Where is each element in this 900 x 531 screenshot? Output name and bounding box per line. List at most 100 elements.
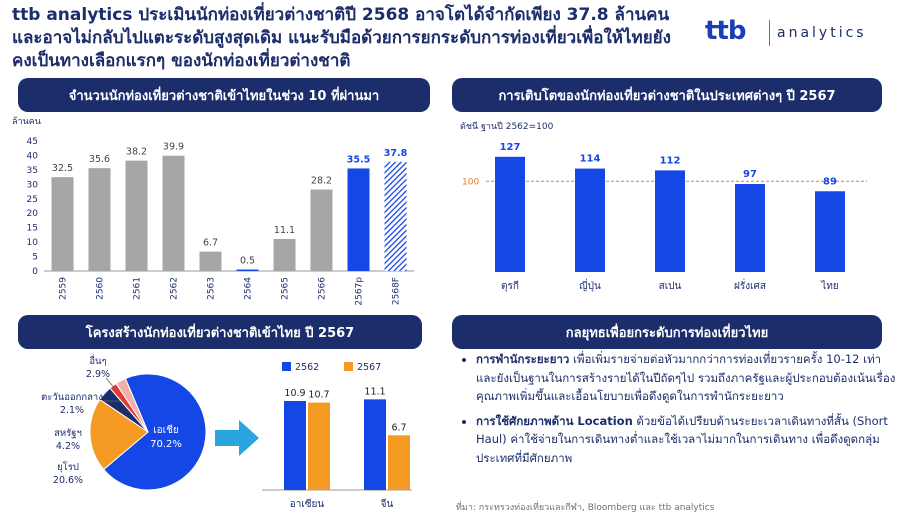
panel-title-growth: การเติบโตของนักท่องเที่ยวต่างชาติในประเท… bbox=[452, 78, 882, 112]
category-label: ฝรั่งเศส bbox=[734, 278, 766, 292]
strategy-item-location: การใช้ศักยภาพด้าน Location ด้วยข้อได้เปร… bbox=[476, 412, 898, 468]
bar bbox=[125, 160, 148, 271]
data-label: 112 bbox=[660, 155, 681, 166]
data-label: 89 bbox=[823, 176, 837, 187]
reference-label: 100 bbox=[462, 177, 479, 187]
bar bbox=[162, 155, 185, 271]
category-label: จีน bbox=[381, 498, 394, 510]
category-label: ญี่ปุ่น bbox=[579, 278, 601, 292]
slice-label: เอเชีย bbox=[153, 424, 179, 436]
bar bbox=[51, 177, 74, 271]
source-note: ที่มา: กระทรวงท่องเที่ยวและกีฬา, Bloombe… bbox=[456, 503, 715, 513]
bar bbox=[236, 269, 259, 271]
y-tick-label: 35 bbox=[27, 166, 38, 176]
data-label: 37.8 bbox=[384, 148, 408, 159]
bar bbox=[308, 402, 330, 490]
y-tick-label: 20 bbox=[27, 209, 39, 219]
logo-product: analytics bbox=[777, 25, 867, 41]
headline: ttb analytics ประเมินนักท่องเที่ยวต่างชา… bbox=[12, 5, 671, 71]
asean-china-bar-chart: 2562 2567 10.9 10.7 อาเซียน 11.1 6.7 จีน bbox=[262, 362, 412, 510]
bar bbox=[655, 170, 685, 272]
bar bbox=[347, 168, 370, 271]
category-label: ตุรกี bbox=[501, 280, 519, 292]
strategy-item-long-stay-text: เพื่อเพิ่มรายจ่ายต่อหัวมากกว่าการท่องเที… bbox=[476, 352, 896, 403]
leader-line bbox=[105, 377, 117, 391]
bar bbox=[284, 400, 306, 490]
y-tick-label: 45 bbox=[27, 137, 38, 147]
slice-label: ยุโรป bbox=[57, 461, 79, 473]
bar bbox=[495, 156, 525, 272]
bar bbox=[388, 435, 410, 490]
slice-value: 2.9% bbox=[86, 369, 110, 380]
bar bbox=[88, 168, 111, 271]
data-label: 11.1 bbox=[364, 386, 385, 397]
category-label: ไทย bbox=[820, 280, 838, 292]
bar bbox=[310, 189, 333, 271]
y-tick-label: 25 bbox=[27, 195, 38, 205]
y-tick-label: 5 bbox=[32, 253, 38, 263]
bar bbox=[735, 184, 765, 272]
data-label: 10.9 bbox=[284, 388, 305, 399]
strategy-item-long-stay-title: การพำนักระยะยาว bbox=[476, 352, 570, 366]
data-label: 127 bbox=[500, 142, 521, 153]
bar bbox=[199, 251, 222, 271]
strategy-list: การพำนักระยะยาว เพื่อเพิ่มรายจ่ายต่อหัวม… bbox=[458, 350, 898, 473]
bar bbox=[364, 399, 386, 490]
x-tick-label: 2565 bbox=[281, 277, 291, 300]
y-tick-label: 10 bbox=[27, 238, 39, 248]
slice-label: สหรัฐฯ bbox=[54, 428, 82, 439]
y-tick-label: 0 bbox=[32, 267, 38, 277]
x-tick-label: 2567p bbox=[355, 277, 365, 306]
pie-slice bbox=[89, 398, 149, 471]
strategy-item-location-title: การใช้ศักยภาพด้าน Location bbox=[476, 413, 633, 428]
pie-slice bbox=[102, 373, 207, 491]
data-label: 0.5 bbox=[240, 256, 255, 267]
data-label: 32.5 bbox=[52, 163, 73, 174]
data-label: 6.7 bbox=[203, 238, 218, 249]
y-tick-label: 30 bbox=[27, 180, 39, 190]
slice-value: 4.2% bbox=[56, 441, 80, 452]
category-label: อาเซียน bbox=[290, 498, 325, 510]
data-label: 35.5 bbox=[347, 154, 370, 165]
bar bbox=[384, 161, 407, 271]
x-tick-label: 2562 bbox=[170, 277, 180, 300]
index-note: ดัชนี ฐานปี 2562=100 bbox=[460, 121, 554, 132]
data-label: 6.7 bbox=[391, 422, 406, 433]
slice-value: 2.1% bbox=[60, 405, 84, 416]
x-tick-label: 2566 bbox=[318, 277, 328, 300]
x-tick-label: 2564 bbox=[244, 277, 254, 300]
panel-title-arrivals: จำนวนนักท่องเที่ยวต่างชาติเข้าไทยในช่วง … bbox=[18, 78, 430, 112]
x-tick-label: 2561 bbox=[133, 277, 143, 300]
slice-label: ตะวันออกกลาง bbox=[41, 392, 103, 403]
data-label: 28.2 bbox=[311, 176, 332, 187]
legend-label: 2567 bbox=[357, 362, 381, 373]
structure-pie-chart: เอเชีย 70.2% ยุโรป 20.6% สหรัฐฯ 4.2% ตะวันออกก… bbox=[41, 354, 207, 491]
bar bbox=[575, 168, 605, 272]
x-tick-label: 2559 bbox=[59, 277, 69, 300]
data-label: 38.2 bbox=[126, 147, 147, 158]
ttb-analytics-logo: ttb analytics bbox=[705, 16, 885, 50]
slice-value: 20.6% bbox=[53, 475, 83, 486]
logo-divider bbox=[769, 20, 770, 46]
y-axis-label: ล้านคน bbox=[12, 116, 41, 127]
strategy-item-location-text: ด้วยข้อได้เปรียบด้านระยะเวลาเดินทางที่สั… bbox=[476, 413, 888, 465]
data-label: 10.7 bbox=[308, 390, 329, 401]
y-tick-label: 15 bbox=[27, 224, 38, 234]
x-tick-label: 2560 bbox=[96, 277, 106, 300]
data-label: 114 bbox=[580, 154, 601, 165]
pie-slice bbox=[115, 377, 149, 433]
panel-title-structure: โครงสร้างนักท่องเที่ยวต่างชาติเข้าไทย ปี… bbox=[18, 315, 422, 349]
slice-label: อื่นๆ bbox=[89, 354, 107, 367]
bar bbox=[273, 238, 296, 271]
x-tick-label: 2568F bbox=[392, 277, 402, 305]
arrivals-bar-chart: ล้านคน 0 5 10 15 20 25 30 35 40 45 32.5 2559 35.6 256… bbox=[12, 116, 414, 306]
legend-swatch bbox=[344, 362, 353, 371]
panel-title-strategy: กลยุทธเพื่อยกระดับการท่องเที่ยวไทย bbox=[452, 315, 882, 349]
logo-brand: ttb bbox=[705, 16, 746, 46]
legend-label: 2562 bbox=[295, 362, 319, 373]
slice-value: 70.2% bbox=[150, 439, 182, 450]
legend-swatch bbox=[282, 362, 291, 371]
strategy-item-long-stay: การพำนักระยะยาว เพื่อเพิ่มรายจ่ายต่อหัวม… bbox=[476, 350, 898, 406]
data-label: 97 bbox=[743, 169, 757, 180]
category-label: สเปน bbox=[659, 281, 682, 292]
